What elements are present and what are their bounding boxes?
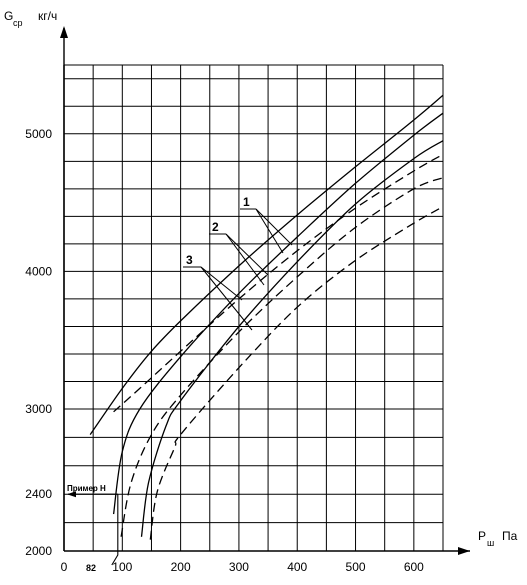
x-axis-subscript: ш: [487, 538, 494, 548]
x-axis-symbol: P: [478, 529, 486, 543]
x-tick-label: 200: [171, 560, 191, 574]
series-3-solid-line: [140, 140, 444, 537]
tick-labels: 0 100 200 300 400 500 600 2000 2400 3000 4000 5000: [25, 127, 424, 574]
example-x-label: 82: [86, 563, 96, 573]
leader-line: [255, 208, 284, 254]
curve-label-3: 3: [186, 253, 193, 267]
series-3-dashed-line: [149, 206, 444, 540]
series-2-dashed-line: [120, 177, 444, 537]
y-tick-label: 4000: [25, 264, 52, 278]
y-tick-label: 2400: [25, 487, 52, 501]
example-annotation: Пример Н 82: [67, 484, 119, 573]
curve-label-1: 1: [243, 195, 250, 209]
y-axis-unit: кг/ч: [38, 9, 57, 23]
x-tick-label: 600: [404, 560, 424, 574]
x-tick-label: 500: [346, 560, 366, 574]
axes: [60, 26, 470, 555]
leader-line: [225, 233, 269, 276]
example-arrow-icon: [67, 491, 76, 498]
example-label: Пример Н: [67, 484, 106, 493]
leader-line: [200, 266, 253, 331]
y-axis-subscript: ср: [13, 18, 23, 28]
label-leader-lines: [183, 208, 293, 331]
leader-line: [255, 208, 293, 246]
curve-label-2: 2: [212, 220, 219, 234]
x-tick-label: 400: [287, 560, 307, 574]
y-axis-symbol: G: [4, 9, 13, 23]
x-axis-arrow-icon: [458, 547, 470, 555]
x-tick-label: 0: [61, 560, 68, 574]
leader-line: [225, 233, 265, 286]
y-axis-title: G ср кг/ч: [4, 9, 57, 28]
y-tick-label: 5000: [25, 127, 52, 141]
series-1-dashed-line: [113, 153, 444, 413]
grid: [63, 64, 444, 552]
example-guide-line: [68, 493, 119, 566]
x-tick-label: 100: [112, 560, 132, 574]
y-tick-label: 2000: [25, 544, 52, 558]
y-axis-arrow-icon: [60, 26, 68, 38]
y-tick-label: 3000: [25, 402, 52, 416]
leader-line: [200, 266, 243, 301]
x-axis-unit: Па: [502, 529, 518, 543]
series-1-solid-line: [89, 94, 444, 435]
x-tick-label: 300: [229, 560, 249, 574]
curve-labels: 1 2 3: [183, 195, 293, 331]
series-2-solid-line: [112, 112, 444, 515]
x-axis-title: P ш Па: [478, 529, 518, 548]
series-group: [89, 94, 444, 540]
